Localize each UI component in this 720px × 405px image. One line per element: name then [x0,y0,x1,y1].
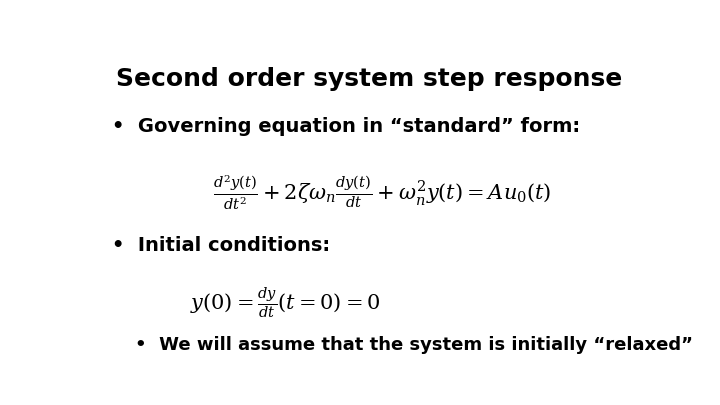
Text: $y(0) = \frac{dy}{dt}(t=0) = 0$: $y(0) = \frac{dy}{dt}(t=0) = 0$ [190,286,381,321]
Text: •  Governing equation in “standard” form:: • Governing equation in “standard” form: [112,117,580,136]
Text: $\frac{d^2y(t)}{dt^2} + 2\zeta\omega_n\frac{dy(t)}{dt} + \omega_n^2 y(t) = Au_0(: $\frac{d^2y(t)}{dt^2} + 2\zeta\omega_n\f… [213,173,551,212]
Text: Second order system step response: Second order system step response [116,67,622,91]
Text: •  Initial conditions:: • Initial conditions: [112,236,330,255]
Text: •  We will assume that the system is initially “relaxed”: • We will assume that the system is init… [135,335,693,354]
